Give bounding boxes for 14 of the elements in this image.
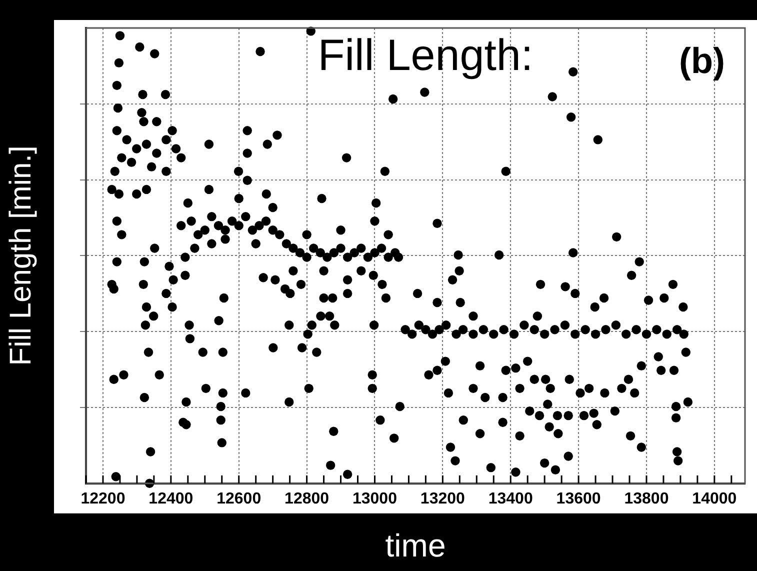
x-tick-label: 13200 [420, 490, 466, 508]
x-tick-label: 13000 [352, 490, 398, 508]
y-axis-title: Fill Length [min.] [4, 146, 38, 366]
x-tick-label: 12200 [80, 490, 126, 508]
annotation: (b) [679, 40, 725, 81]
x-tick-label: 12800 [284, 490, 330, 508]
x-tick-label: 14000 [692, 490, 737, 508]
x-tick-label: 12400 [148, 490, 194, 508]
x-tick-label: 13800 [624, 490, 669, 508]
chart-title: Fill Length: [318, 31, 534, 80]
x-tick-label: 13400 [488, 490, 533, 508]
x-axis-title: time [385, 528, 446, 564]
x-tick-label: 12600 [216, 490, 262, 508]
x-tick-label: 13600 [556, 490, 601, 508]
